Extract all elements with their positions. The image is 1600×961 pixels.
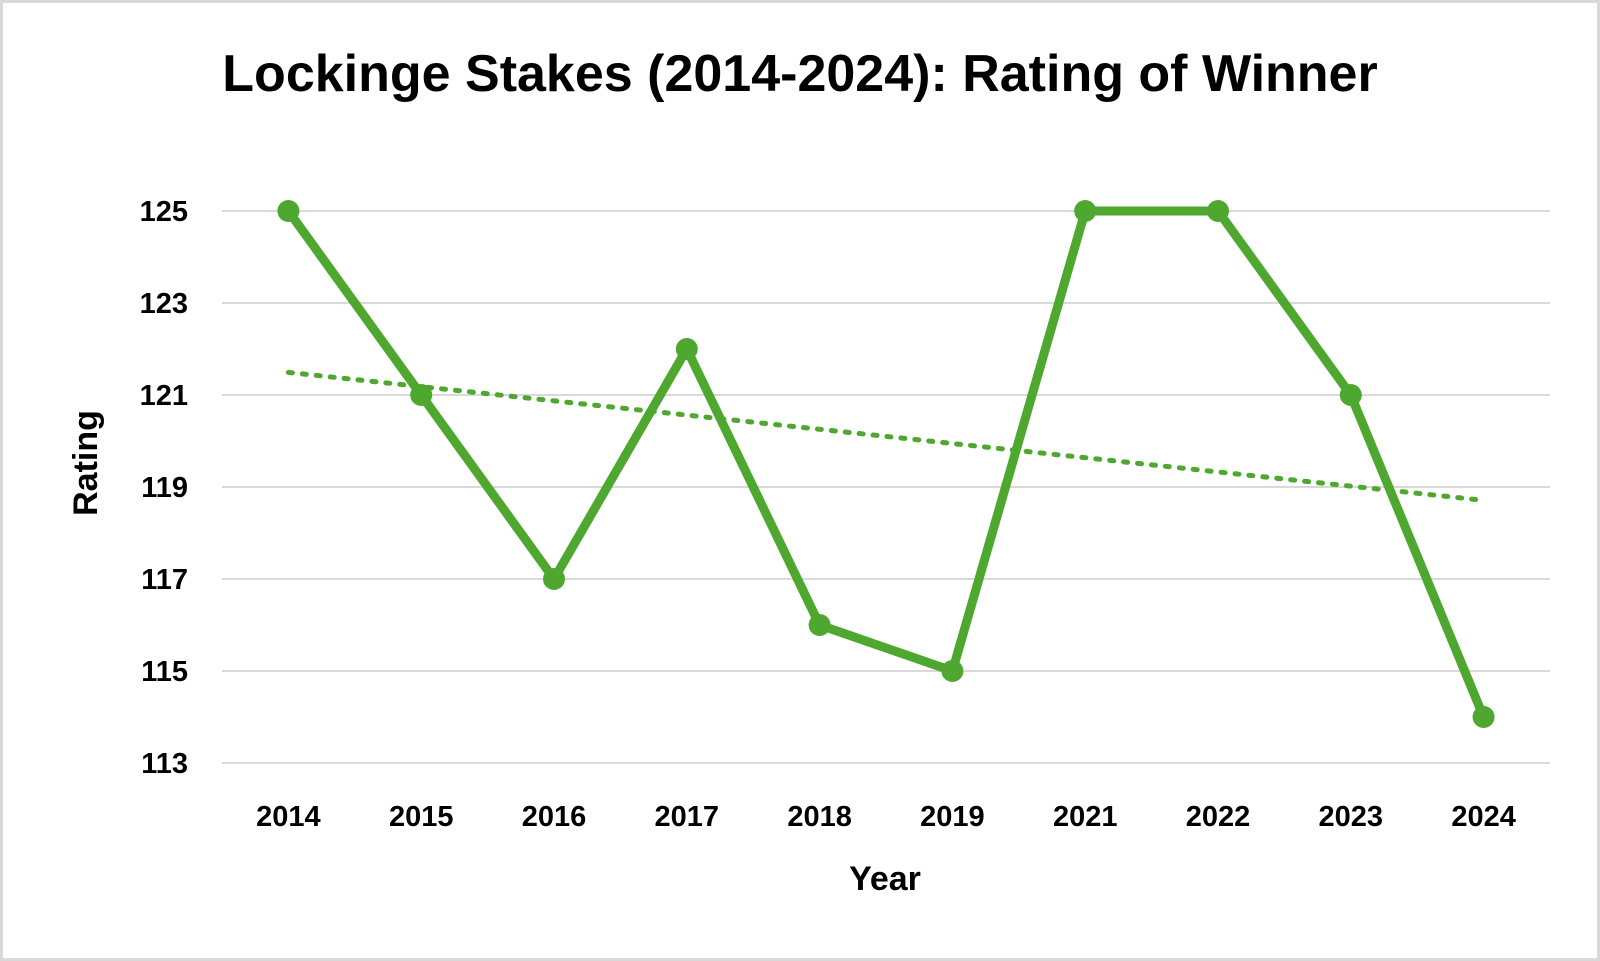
y-tick-label: 113 [141,748,188,780]
x-tick-label: 2017 [655,801,720,833]
x-tick-label: 2016 [522,801,587,833]
y-axis-title: Rating [67,410,105,516]
x-tick-label: 2015 [389,801,454,833]
series-line [283,206,1489,722]
x-tick-label: 2023 [1319,801,1384,833]
y-tick-label: 115 [141,656,188,688]
y-tick-label: 125 [140,196,188,228]
data-point [1074,200,1097,222]
data-point [1472,706,1495,728]
chart-title: Lockinge Stakes (2014-2024): Rating of W… [222,45,1377,103]
data-point [277,200,300,222]
x-tick-label: 2018 [787,801,852,833]
data-point [808,614,831,636]
markers-layer [277,200,1495,728]
x-axis-tick-labels: 2014 2015 2016 2017 2018 2019 2021 2022 2023 2024 [256,801,1516,833]
y-tick-label: 121 [140,380,188,412]
x-tick-label: 2019 [920,801,985,833]
y-axis-tick-labels: 113 115 117 119 121 123 125 [140,196,188,780]
data-point [410,384,433,406]
x-tick-label: 2024 [1451,801,1516,833]
x-axis-title: Year [849,860,921,898]
x-tick-label: 2022 [1186,801,1251,833]
x-tick-label: 2021 [1053,801,1118,833]
data-point [543,568,565,590]
x-tick-label: 2014 [256,801,321,833]
gridlines [222,210,1550,764]
trendline [285,369,1487,503]
y-tick-label: 117 [141,564,188,596]
data-point [1339,384,1362,406]
data-point [941,660,964,682]
data-point [1207,200,1229,222]
data-point [675,338,698,360]
y-tick-label: 119 [141,472,188,504]
trendline-layer [285,369,1487,503]
y-tick-label: 123 [140,288,188,320]
series-layer [283,206,1489,722]
